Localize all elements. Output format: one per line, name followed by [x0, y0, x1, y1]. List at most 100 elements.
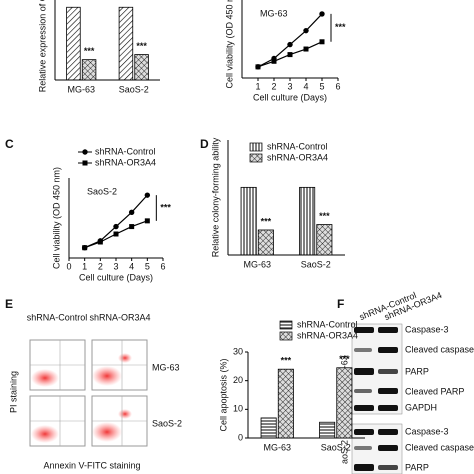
- y-tick-label: 30: [233, 346, 243, 356]
- x-tick-label: MG-63: [263, 442, 291, 452]
- legend-swatch: [279, 320, 293, 330]
- legend-swatch: [279, 331, 293, 341]
- blot-band: Caspase-3: [405, 426, 449, 436]
- significance: ***: [84, 46, 95, 56]
- significance: ***: [160, 202, 171, 212]
- significance: ***: [136, 41, 147, 51]
- point: [113, 223, 119, 230]
- point: [113, 231, 119, 237]
- x-tick-label: 4: [129, 261, 134, 271]
- point: [303, 27, 309, 34]
- point: [303, 46, 309, 52]
- bar: [240, 186, 257, 256]
- bar: [316, 224, 333, 256]
- panel-letter: C: [5, 137, 14, 151]
- flow-column: shRNA-Control: [27, 312, 88, 322]
- blot-band: GAPDH: [405, 402, 437, 412]
- x-tick-label: SaoS-2: [321, 442, 351, 452]
- blot-band: Caspase-3: [405, 324, 449, 334]
- bar: [277, 368, 294, 439]
- x-tick-label: 5: [319, 81, 324, 91]
- legend-label: shRNA-Control: [267, 141, 328, 151]
- legend-marker: [82, 160, 88, 166]
- bar: [118, 6, 134, 81]
- x-axis-label: Cell culture (Days): [79, 272, 153, 282]
- blot-band: Cleaved caspase-3: [405, 344, 474, 354]
- point: [271, 58, 277, 64]
- blot-band: PARP: [405, 366, 429, 376]
- x-tick-label: MG-63: [67, 84, 95, 94]
- significance: ***: [319, 211, 330, 221]
- point: [319, 11, 325, 17]
- x-tick-label: 1: [255, 81, 260, 91]
- point: [82, 245, 88, 251]
- flow-plots: [29, 339, 148, 447]
- y-axis-label: Relative colony-forming ability: [210, 137, 220, 257]
- x-tick-label: SaoS-2: [119, 84, 149, 94]
- blot-band: Cleaved caspase-3: [405, 442, 474, 452]
- y-axis-label: Cell apoptosis (%): [218, 358, 228, 431]
- bar: [257, 229, 274, 256]
- blot-band: PARP: [405, 462, 429, 472]
- y-tick-label: 20: [233, 375, 243, 385]
- point: [287, 41, 293, 48]
- x-tick-label: 6: [335, 81, 340, 91]
- blot-bands: [351, 323, 403, 474]
- bar: [319, 421, 336, 439]
- bar: [260, 417, 277, 439]
- x-tick-label: 2: [98, 261, 103, 271]
- x-tick-label: 1: [82, 261, 87, 271]
- x-tick-label: 6: [160, 261, 165, 271]
- x-tick-label: 0: [66, 261, 71, 271]
- line: [84, 194, 148, 249]
- flow-y-label: PI staining: [8, 371, 18, 413]
- significance: ***: [281, 356, 292, 366]
- panel-letter: E: [5, 297, 13, 311]
- point: [97, 239, 103, 245]
- line: [257, 13, 323, 68]
- bar: [299, 186, 316, 256]
- y-tick-label: 10: [233, 404, 243, 414]
- legend-swatch: [249, 142, 263, 152]
- y-axis-label: Cell viability (OD 450 nm: [224, 0, 234, 89]
- x-axis-label: Cell culture (Days): [253, 92, 327, 102]
- x-tick-label: 4: [303, 81, 308, 91]
- point: [128, 209, 135, 215]
- significance: ***: [335, 22, 346, 32]
- point: [144, 192, 151, 198]
- flow-x-label: Annexin V-FITC staining: [43, 460, 140, 470]
- x-tick-label: 3: [287, 81, 292, 91]
- x-tick-label: SaoS-2: [301, 259, 331, 269]
- legend-marker: [82, 149, 88, 155]
- panel-letter: D: [200, 137, 209, 151]
- legend-label: shRNA-Control: [297, 319, 358, 329]
- flow-row: SaoS-2: [152, 418, 182, 428]
- point: [319, 39, 325, 45]
- blot-band: Cleaved PARP: [405, 386, 464, 396]
- x-tick-label: 5: [145, 261, 150, 271]
- chart-title: MG-63: [260, 8, 288, 18]
- bar: [134, 54, 149, 81]
- blot-group: aoS-2: [339, 440, 349, 464]
- flow-row: MG-63: [152, 362, 180, 372]
- point: [287, 52, 293, 58]
- point: [144, 218, 150, 224]
- legend-label: shRNA-OR3A4: [95, 157, 156, 167]
- significance: ***: [261, 216, 272, 226]
- legend-label: shRNA-OR3A4: [267, 152, 328, 162]
- legend-label: shRNA-Control: [95, 146, 156, 156]
- bar: [336, 367, 353, 439]
- x-tick-label: MG-63: [243, 259, 271, 269]
- chart-title: SaoS-2: [87, 186, 117, 196]
- bar: [66, 6, 81, 81]
- significance: ***: [339, 354, 350, 364]
- x-tick-label: 3: [113, 261, 118, 271]
- panel-letter: F: [337, 297, 344, 311]
- legend-label: shRNA-OR3A4: [297, 330, 358, 340]
- bar: [81, 59, 97, 81]
- flow-column: shRNA-OR3A4: [89, 312, 150, 322]
- y-axis-label: Relative expression of OR: [37, 0, 47, 92]
- y-tick-label: 0: [238, 432, 243, 442]
- point: [255, 64, 261, 70]
